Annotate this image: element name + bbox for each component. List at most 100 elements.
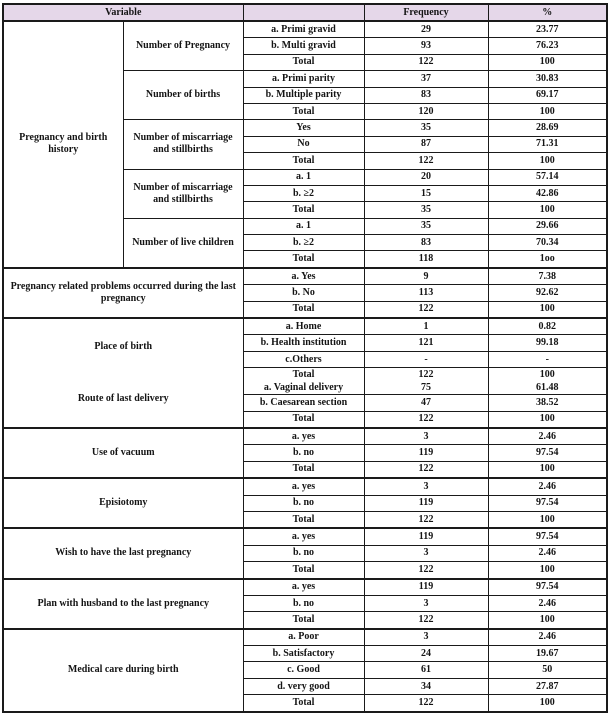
table-row: Pregnancy related problems occurred duri… bbox=[2, 266, 608, 319]
percent-cell: 100 bbox=[487, 300, 608, 319]
frequency-cell: 122 bbox=[363, 510, 489, 529]
frequency-cell: 29 bbox=[363, 20, 489, 39]
category-cell: b. Caesarean section bbox=[242, 394, 365, 412]
category-cell: Total bbox=[242, 201, 365, 219]
variable-group-cell: Medical care during birth bbox=[2, 627, 244, 713]
frequency-cell: 15 bbox=[363, 184, 489, 203]
percent-cell: 100 bbox=[487, 102, 608, 121]
variable-group-cell: Pregnancy related problems occurred duri… bbox=[2, 266, 244, 319]
table-row: Total 120 100 bbox=[3, 102, 608, 121]
percent-cell: 100 bbox=[487, 152, 608, 170]
frequency-cell: 121 bbox=[363, 334, 489, 352]
frequency-table: Variable Frequency % Pregnancy and birth… bbox=[2, 3, 608, 713]
variable-subgroup-cell: Number of miscarriage and stillbirths bbox=[122, 168, 244, 219]
category-cell: a. 1 bbox=[242, 168, 365, 186]
category-cell: Total bbox=[242, 510, 365, 529]
frequency-cell: 122 bbox=[363, 611, 489, 630]
table-row: Total 122 100 bbox=[3, 410, 608, 429]
category-cell: Total bbox=[242, 102, 365, 121]
frequency-cell: 122 bbox=[363, 152, 489, 170]
percent-cell: 23.77 bbox=[487, 20, 608, 39]
percent-cell: 29.66 bbox=[487, 217, 608, 236]
frequency-cell: 3 bbox=[363, 594, 489, 613]
table-row: b. no 3 2.46 bbox=[3, 594, 608, 613]
table-row: b. No 113 92.62 bbox=[3, 284, 608, 302]
table-row: Number of miscarriage and stillbirths a. … bbox=[3, 168, 608, 219]
percent-cell: 2.46 bbox=[487, 426, 608, 446]
category-cell: Total bbox=[242, 611, 365, 630]
percent-cell: 92.62 bbox=[487, 284, 608, 302]
percent-cell: 28.69 bbox=[487, 119, 608, 137]
table-header: Variable Frequency % bbox=[2, 3, 608, 22]
table-row: b. Satisfactory 24 19.67 bbox=[3, 645, 608, 663]
category-cell: a. Yes bbox=[242, 266, 365, 286]
category-cell: a. yes bbox=[242, 577, 365, 596]
frequency-cell: 3 bbox=[363, 426, 489, 446]
frequency-cell: 113 bbox=[363, 284, 489, 302]
percent-cell: 100 bbox=[487, 53, 608, 72]
table-row: c. Good 61 50 bbox=[3, 661, 608, 679]
cell-line: a. Vaginal delivery bbox=[263, 382, 344, 394]
stacked-group-labels: Place of birth Route of last delivery bbox=[4, 321, 242, 426]
category-cell: Total bbox=[242, 694, 365, 713]
category-cell: Total bbox=[242, 410, 365, 429]
frequency-cell: 122 bbox=[363, 561, 489, 579]
frequency-cell: 37 bbox=[363, 70, 489, 88]
cell-line: 61.48 bbox=[536, 382, 559, 394]
category-cell: b. Satisfactory bbox=[242, 645, 365, 663]
frequency-cell: 122 75 bbox=[363, 367, 489, 396]
category-cell: Total bbox=[242, 53, 365, 72]
category-cell: b. Health institution bbox=[242, 334, 365, 352]
variable-subgroup-cell: Number of live children bbox=[122, 217, 244, 269]
frequency-cell: 118 bbox=[363, 250, 489, 269]
table-row: d. very good 34 27.87 bbox=[3, 677, 608, 696]
table-row: Total 122 100 bbox=[3, 460, 608, 479]
category-cell: a. yes bbox=[242, 527, 365, 546]
cell-line: Total bbox=[292, 369, 315, 381]
frequency-cell: 120 bbox=[363, 102, 489, 121]
frequency-cell: 122 bbox=[363, 300, 489, 319]
variable-group-cell: Episiotomy bbox=[2, 477, 244, 529]
percent-cell: 57.14 bbox=[487, 168, 608, 186]
header-percent: % bbox=[487, 3, 608, 22]
frequency-cell: 24 bbox=[363, 645, 489, 663]
table-row: c.Others - - bbox=[3, 350, 608, 369]
variable-subgroup-cell: Number of births bbox=[122, 70, 244, 121]
variable-subgroup-cell: Number of miscarriage and stillbirths bbox=[122, 119, 244, 170]
frequency-cell: 3 bbox=[363, 627, 489, 647]
table-row: Use of vacuum a. yes 3 2.46 bbox=[2, 426, 608, 479]
variable-group-cell: Wish to have the last pregnancy bbox=[2, 527, 244, 580]
header-variable: Variable bbox=[2, 3, 244, 22]
percent-cell: 100 61.48 bbox=[487, 367, 608, 396]
category-cell: b. ≥2 bbox=[242, 184, 365, 203]
percent-cell: 100 bbox=[487, 561, 608, 579]
percent-cell: 100 bbox=[487, 460, 608, 479]
category-cell: b. ≥2 bbox=[242, 234, 365, 252]
table-row: Number of miscarriage and stillbirths Yes… bbox=[3, 119, 608, 170]
percent-cell: 19.67 bbox=[487, 645, 608, 663]
table-row: Wish to have the last pregnancy a. yes 119… bbox=[2, 527, 608, 580]
percent-cell: 100 bbox=[487, 510, 608, 529]
table-row: Place of birth Route of last delivery a. H… bbox=[2, 317, 608, 429]
frequency-cell: 83 bbox=[363, 86, 489, 104]
frequency-cell: 119 bbox=[363, 527, 489, 546]
variable-group-cell: Place of birth Route of last delivery bbox=[2, 317, 244, 429]
percent-cell: 100 bbox=[487, 201, 608, 219]
table-row: Total 122 100 bbox=[3, 561, 608, 579]
category-cell: a. Primi gravid bbox=[242, 20, 365, 39]
table-row: Number of births a. Primi parity 37 30.83 bbox=[3, 70, 608, 121]
table-row: Medical care during birth a. Poor 3 2.46 bbox=[2, 627, 608, 713]
variable-group-label: Place of birth bbox=[94, 340, 153, 352]
category-cell: b. Multiple parity bbox=[242, 86, 365, 104]
frequency-cell: 9 bbox=[363, 266, 489, 286]
frequency-cell: 119 bbox=[363, 494, 489, 512]
percent-cell: 71.31 bbox=[487, 135, 608, 154]
percent-cell: 100 bbox=[487, 611, 608, 630]
frequency-cell: 122 bbox=[363, 410, 489, 429]
category-cell: b. no bbox=[242, 544, 365, 563]
percent-cell: 97.54 bbox=[487, 527, 608, 546]
frequency-cell: 61 bbox=[363, 661, 489, 679]
variable-group-cell: Use of vacuum bbox=[2, 426, 244, 479]
frequency-cell: 35 bbox=[363, 119, 489, 137]
percent-cell: 27.87 bbox=[487, 677, 608, 696]
